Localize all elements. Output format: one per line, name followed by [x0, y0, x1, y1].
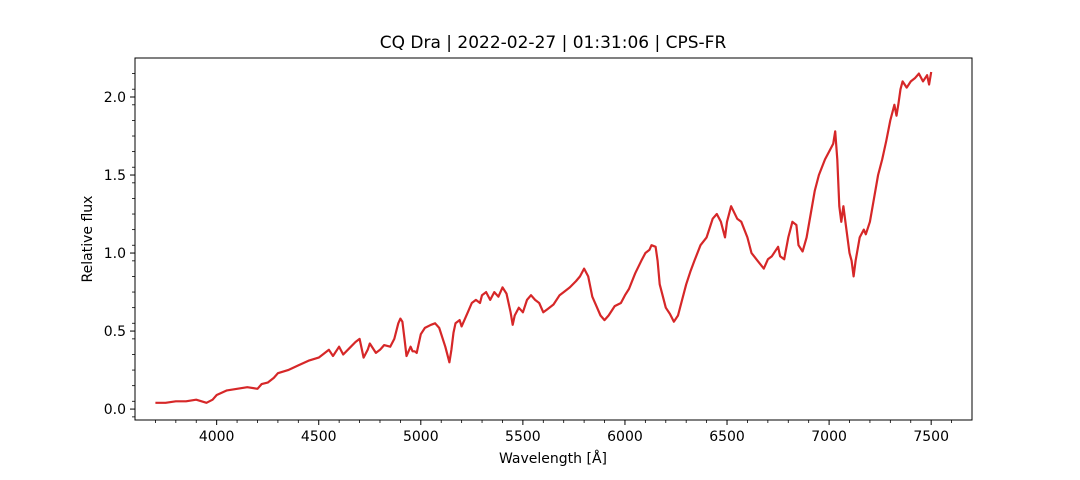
x-tick-label: 7000	[811, 429, 847, 445]
y-tick-label: 1.5	[104, 168, 126, 184]
plot-area	[135, 58, 972, 420]
x-axis-title: Wavelength [Å]	[499, 450, 607, 467]
plot-frame	[134, 57, 973, 421]
x-axis-ticks: 4000 4500 5000 5500 6000 6500 7000 7500	[155, 420, 952, 445]
y-tick-label: 0.5	[104, 324, 126, 340]
x-tick-label: 5500	[505, 429, 541, 445]
series-line-spectrum	[155, 71, 933, 404]
y-axis-ticks: 0.0 0.5 1.0 1.5 2.0	[104, 73, 135, 418]
y-tick-label: 2.0	[104, 90, 126, 106]
x-tick-label: 7500	[913, 429, 949, 445]
y-axis-title: Relative flux	[80, 196, 96, 283]
x-tick-label: 5000	[403, 429, 439, 445]
y-tick-label: 0.0	[104, 402, 126, 418]
x-tick-label: 6500	[709, 429, 745, 445]
x-tick-label: 6000	[607, 429, 643, 445]
x-tick-label: 4000	[199, 429, 235, 445]
chart-title: CQ Dra | 2022-02-27 | 01:31:06 | CPS-FR	[380, 33, 727, 53]
x-tick-label: 4500	[301, 429, 337, 445]
y-tick-label: 1.0	[104, 246, 126, 262]
